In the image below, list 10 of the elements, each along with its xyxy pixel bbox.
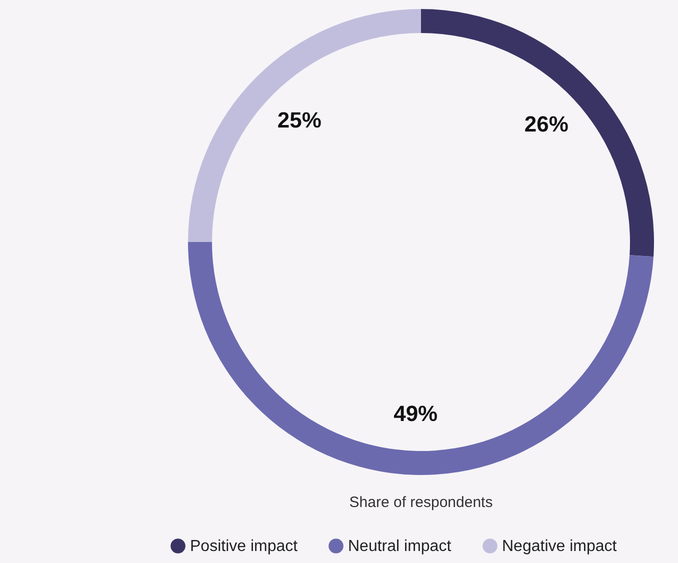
donut-slice [188, 242, 654, 475]
legend-label: Positive impact [190, 538, 298, 555]
data-label: 25% [277, 107, 322, 132]
donut-slice [421, 9, 654, 257]
legend-label: Negative impact [502, 538, 618, 555]
legend-label: Neutral impact [348, 538, 452, 555]
donut-slice [188, 9, 421, 242]
text: Share of respondents [349, 494, 493, 511]
data-label: 26% [524, 111, 568, 136]
data-label: 49% [394, 400, 438, 426]
